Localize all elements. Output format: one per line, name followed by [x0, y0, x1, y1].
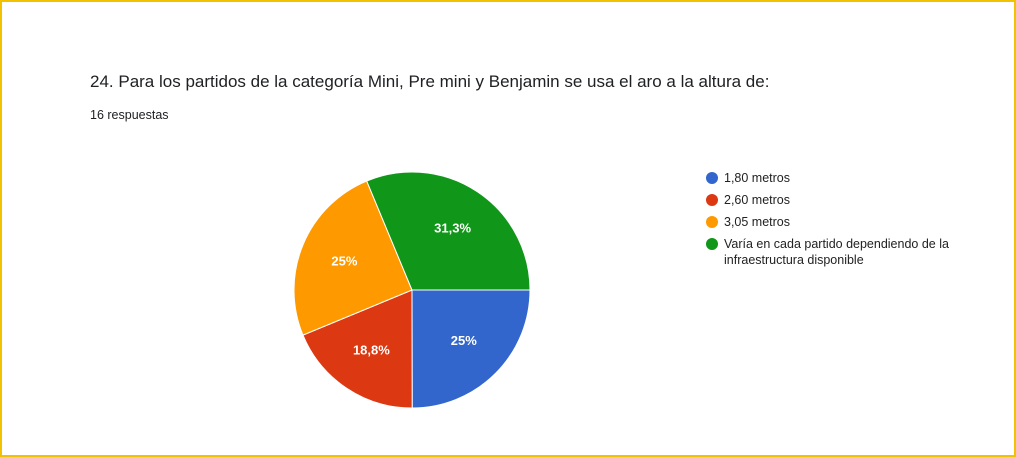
legend-swatch	[706, 194, 718, 206]
legend-swatch	[706, 238, 718, 250]
legend-item: Varía en cada partido dependiendo de la …	[706, 236, 996, 268]
pie-slice	[411, 289, 531, 409]
legend-item: 2,60 metros	[706, 192, 996, 208]
legend-label: 3,05 metros	[724, 215, 791, 229]
slice-label: 31,3%	[434, 221, 471, 236]
legend-label: Varía en cada partido dependiendo de la …	[724, 237, 949, 267]
legend-swatch	[706, 172, 718, 184]
pie-slice	[366, 171, 531, 291]
slice-label: 25%	[451, 333, 477, 348]
legend-swatch	[706, 216, 718, 228]
legend-label: 2,60 metros	[724, 193, 791, 207]
response-count: 16 respuestas	[90, 108, 169, 122]
legend: 1,80 metros 2,60 metros 3,05 metros Varía e…	[706, 170, 996, 274]
question-title: 24. Para los partidos de la categoría Mi…	[90, 72, 770, 91]
legend-item: 1,80 metros	[706, 170, 996, 186]
slice-label: 25%	[331, 253, 357, 268]
legend-label: 1,80 metros	[724, 171, 791, 185]
slice-label: 18,8%	[353, 342, 390, 357]
pie-slice	[302, 289, 413, 409]
legend-item: 3,05 metros	[706, 214, 996, 230]
